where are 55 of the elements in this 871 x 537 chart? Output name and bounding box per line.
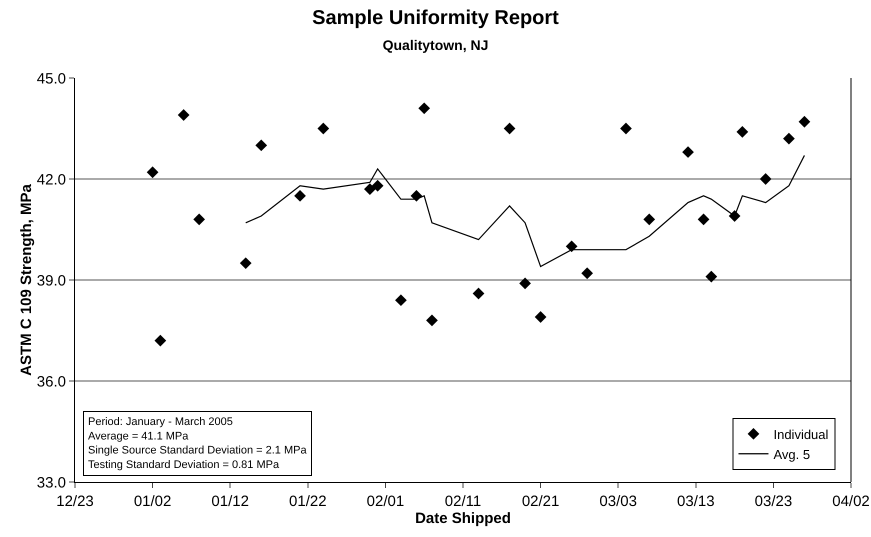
annotation: Period: January - March 2005: [88, 416, 233, 428]
x-tick-label: 02/21: [522, 493, 560, 510]
point: [193, 214, 206, 226]
point: [418, 102, 430, 114]
point: [255, 139, 268, 152]
point: [534, 311, 546, 323]
x-tick-label: 12/23: [56, 493, 94, 510]
point: [783, 132, 795, 144]
y-tick-label: 45.0: [36, 70, 66, 88]
legend-label: Avg. 5: [773, 446, 810, 462]
point: [504, 122, 516, 134]
point: [566, 240, 578, 252]
point: [620, 122, 632, 134]
x-tick-label: 03/03: [599, 493, 637, 510]
chart-title: Sample Uniformity Report: [312, 7, 560, 30]
point: [364, 183, 376, 195]
point: [146, 166, 158, 178]
point: [395, 294, 407, 306]
point: [294, 190, 306, 202]
point: [472, 288, 484, 300]
legend-label: Individual: [773, 426, 829, 442]
point: [682, 146, 694, 158]
point: [798, 116, 810, 128]
point: [705, 270, 718, 282]
point: [643, 214, 656, 226]
y-tick-label: 36.0: [36, 373, 66, 390]
chart-subtitle: Qualitytown, NJ: [382, 37, 488, 54]
x-tick-label: 01/02: [134, 493, 172, 510]
y-axis-title: ASTM C 109 Strength, MPa: [18, 183, 35, 376]
point: [372, 180, 384, 192]
point: [581, 267, 594, 280]
point: [736, 126, 748, 138]
x-tick-label: 01/22: [289, 493, 327, 510]
point: [317, 122, 330, 134]
y-tick-label: 39.0: [36, 272, 66, 290]
annotation: Average = 41.1 MPa: [88, 430, 190, 442]
point: [519, 278, 531, 290]
point: [426, 314, 438, 326]
point: [154, 334, 166, 346]
x-axis-title: Date Shipped: [415, 510, 511, 527]
x-tick-label: 02/01: [366, 493, 404, 510]
annotation: Testing Standard Deviation = 0.81 MPa: [88, 458, 280, 471]
y-tick-label: 33.0: [36, 474, 66, 492]
point: [760, 173, 772, 185]
point: [240, 257, 252, 270]
y-tick-label: 42.0: [36, 171, 66, 188]
point: [698, 214, 710, 226]
point: [178, 109, 190, 121]
x-tick-label: 03/23: [754, 493, 792, 510]
x-tick-label: 03/13: [677, 493, 715, 510]
x-tick-label: 01/12: [211, 493, 249, 510]
line-series: [245, 154, 806, 268]
x-tick-label: 02/11: [444, 493, 482, 510]
annotation: Single Source Standard Deviation = 2.1 MPa: [88, 444, 308, 457]
x-tick-label: 04/02: [832, 493, 870, 510]
